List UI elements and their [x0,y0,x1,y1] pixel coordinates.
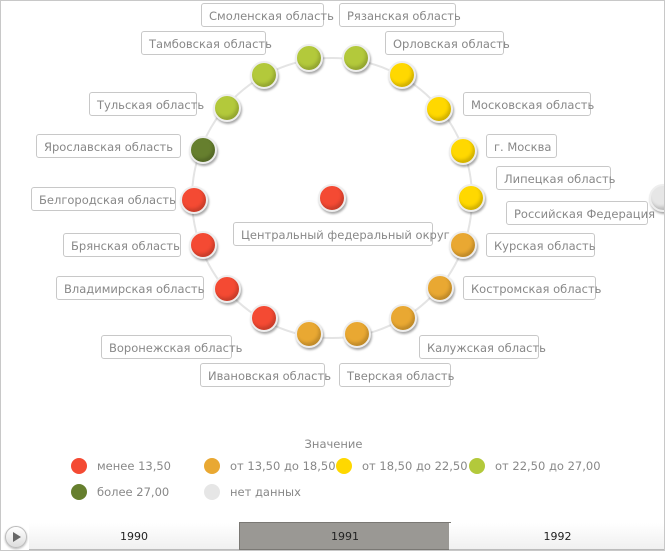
region-node[interactable] [426,274,454,302]
legend-swatch [469,458,485,474]
region-label: Тульская область [89,92,204,116]
legend-label: от 13,50 до 18,50 [230,459,336,473]
legend-swatch [204,458,220,474]
region-node[interactable] [457,184,485,212]
region-label: Липецкая область [496,166,615,190]
region-label: Тамбовская область [141,31,272,55]
region-label: Белгородская область [31,187,176,211]
region-label: Ярославская область [36,134,181,158]
timeline-year-1990[interactable]: 1990 [29,523,239,550]
region-node[interactable] [295,44,323,72]
region-node[interactable] [295,320,323,348]
region-label: Костромская область [463,276,601,300]
region-node[interactable] [189,136,217,164]
region-label: Брянская область [63,233,181,257]
region-label: Рязанская область [339,3,461,27]
region-label: Смоленская область [201,3,334,27]
region-node[interactable] [180,186,208,214]
region-node[interactable] [342,44,370,72]
legend-item: от 13,50 до 18,50 [204,458,336,474]
legend-item: от 22,50 до 27,00 [469,458,601,474]
region-node[interactable] [343,320,371,348]
legend-label: от 22,50 до 27,00 [495,459,601,473]
region-node[interactable] [250,304,278,332]
region-label: Московская область [463,92,594,116]
region-node[interactable] [388,61,416,89]
timeline-year-1992[interactable]: 1992 [449,523,664,550]
legend-label: более 27,00 [97,485,170,499]
region-node[interactable] [213,275,241,303]
region-node[interactable] [250,61,278,89]
legend-label: менее 13,50 [97,459,171,473]
legend-title: Значение [304,437,363,451]
region-label: Воронежская область [101,335,242,359]
legend-item: менее 13,50 [71,458,171,474]
legend-swatch [71,458,87,474]
region-node[interactable] [389,304,417,332]
region-label: Курская область [486,233,595,257]
region-label: Тверская область [339,363,454,387]
center-node[interactable] [318,184,346,212]
legend-item: более 27,00 [71,484,169,500]
legend-label: нет данных [230,485,301,499]
legend-swatch [71,484,87,500]
region-label: Калужская область [419,335,546,359]
region-node[interactable] [425,95,453,123]
region-node[interactable] [189,231,217,259]
outside-label: Российская Федерация [506,201,655,225]
region-label: Владимирская область [56,276,204,300]
center-label: Центральный федеральный округ [233,222,450,246]
region-node[interactable] [449,137,477,165]
legend-swatch [204,484,220,500]
region-label: Орловская область [385,31,510,55]
timeline: 1990 1991 1992 [1,522,664,550]
play-button[interactable] [5,526,27,548]
region-node[interactable] [449,231,477,259]
region-node[interactable] [213,94,241,122]
legend-label: от 18,50 до 22,50 [362,459,468,473]
legend-item: от 18,50 до 22,50 [336,458,468,474]
region-label: г. Москва [486,134,557,158]
legend-item: нет данных [204,484,301,500]
timeline-year-1991[interactable]: 1991 [239,522,451,550]
legend-swatch [336,458,352,474]
region-label: Ивановская область [200,363,331,387]
